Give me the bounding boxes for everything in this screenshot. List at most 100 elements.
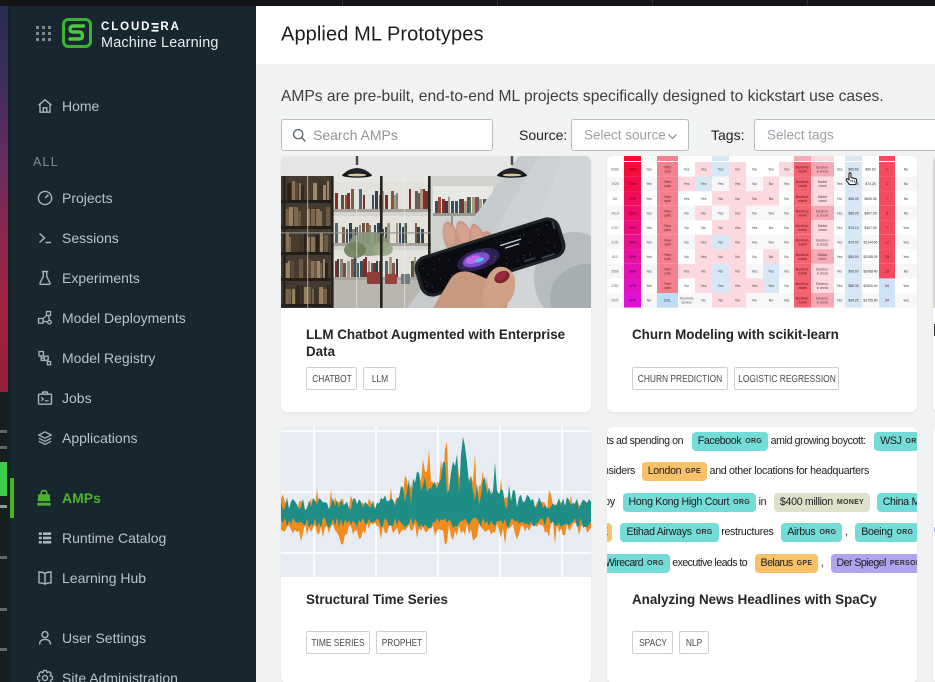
svg-text:No phone: No phone [680,297,694,301]
svg-text:optic: optic [664,170,671,174]
svg-text:42%: 42% [629,299,637,303]
svg-text:month: month [798,242,807,246]
svg-text:Electron-: Electron- [816,238,829,242]
svg-text:optic: optic [664,272,671,276]
svg-text:No: No [735,197,740,201]
svg-text:month: month [798,170,807,174]
svg-text:Electron-: Electron- [816,268,829,272]
svg-text:73%: 73% [629,182,637,186]
svg-text:59%: 59% [629,226,637,230]
svg-text:No: No [718,270,723,274]
svg-text:No: No [784,270,789,274]
svg-text:25: 25 [885,255,889,259]
svg-text:optic: optic [664,213,671,217]
svg-text:Yes: Yes [768,240,774,244]
svg-text:Electron-: Electron- [816,166,829,170]
svg-text:No: No [718,240,723,244]
svg-text:$2088.40: $2088.40 [863,270,877,274]
svg-text:Month-to-: Month-to- [796,180,810,184]
svg-text:Yes: Yes [701,182,707,186]
svg-text:2928: 2928 [611,182,619,186]
svg-text:Yes: Yes [837,168,843,172]
svg-text:No: No [701,226,706,230]
svg-text:Yes: Yes [903,255,909,259]
svg-text:34: 34 [885,299,889,303]
svg-text:Month-to-: Month-to- [796,253,810,257]
svg-text:Yes: Yes [684,168,690,172]
svg-text:No: No [701,211,706,215]
svg-text:Month-to-: Month-to- [796,268,810,272]
svg-text:No: No [735,270,740,274]
svg-text:Yes: Yes [752,226,758,230]
svg-text:No: No [752,168,757,172]
svg-text:No: No [769,255,774,259]
svg-text:No: No [684,211,689,215]
svg-text:No: No [784,211,789,215]
svg-text:month: month [798,257,807,261]
svg-text:No: No [735,299,740,303]
svg-text:Yes: Yes [701,240,707,244]
svg-text:No: No [784,197,789,201]
svg-text:Fiber: Fiber [664,209,673,213]
svg-text:$88.35: $88.35 [848,284,858,288]
svg-text:Yes: Yes [646,211,652,215]
svg-text:Yes: Yes [903,226,909,230]
svg-text:No: No [684,226,689,230]
svg-text:Yes: Yes [768,270,774,274]
svg-text:Yes: Yes [784,168,790,172]
svg-text:Month-to-: Month-to- [796,238,810,242]
svg-text:Yes: Yes [718,284,724,288]
svg-text:No: No [784,255,789,259]
svg-text:$88.25: $88.25 [848,211,858,215]
svg-text:Month-to-: Month-to- [796,224,810,228]
svg-text:month: month [798,213,807,217]
svg-text:2914: 2914 [611,211,619,215]
svg-text:$467.50: $467.50 [864,226,876,230]
svg-text:Yes: Yes [701,255,707,259]
svg-text:$34.25: $34.25 [848,299,858,303]
svg-text:check: check [818,257,827,261]
svg-text:$74.25: $74.25 [865,182,875,186]
svg-text:Fiber: Fiber [664,238,673,242]
svg-text:month: month [798,184,807,188]
svg-text:Fiber: Fiber [664,166,673,170]
svg-text:Mailed: Mailed [818,180,828,184]
svg-text:No: No [904,270,909,274]
svg-text:DSL: DSL [664,299,671,303]
svg-text:Fiber: Fiber [664,180,673,184]
svg-text:Yes: Yes [752,284,758,288]
svg-text:No: No [701,299,706,303]
svg-text:52%: 52% [629,255,637,259]
svg-text:Yes: Yes [837,299,843,303]
svg-text:No: No [752,182,757,186]
svg-text:Yes: Yes [646,226,652,230]
svg-text:No: No [735,168,740,172]
svg-text:No: No [718,299,723,303]
svg-text:7: 7 [886,197,888,201]
svg-text:Yes: Yes [768,211,774,215]
svg-text:$66.60: $66.60 [848,168,858,172]
svg-text:No: No [752,211,757,215]
svg-text:Fiber: Fiber [664,268,673,272]
svg-text:Yes: Yes [646,182,652,186]
svg-text:2197: 2197 [611,226,619,230]
svg-text:No: No [904,182,909,186]
svg-text:ic check: ic check [817,170,829,174]
svg-text:ic check: ic check [817,301,829,305]
svg-text:No: No [752,197,757,201]
svg-text:No: No [735,255,740,259]
svg-text:Mailed: Mailed [818,253,828,257]
svg-text:optic: optic [664,228,671,232]
svg-text:1: 1 [886,168,888,172]
svg-text:optic: optic [664,184,671,188]
svg-text:$90.60: $90.60 [848,270,858,274]
svg-text:No: No [718,255,723,259]
svg-text:Yes: Yes [903,284,909,288]
svg-text:Fiber: Fiber [664,282,673,286]
svg-text:No: No [701,270,706,274]
svg-text:Yes: Yes [837,211,843,215]
svg-text:65%: 65% [629,211,637,215]
svg-text:Yes: Yes [735,284,741,288]
svg-text:Yes: Yes [701,168,707,172]
svg-text:3566: 3566 [611,270,619,274]
